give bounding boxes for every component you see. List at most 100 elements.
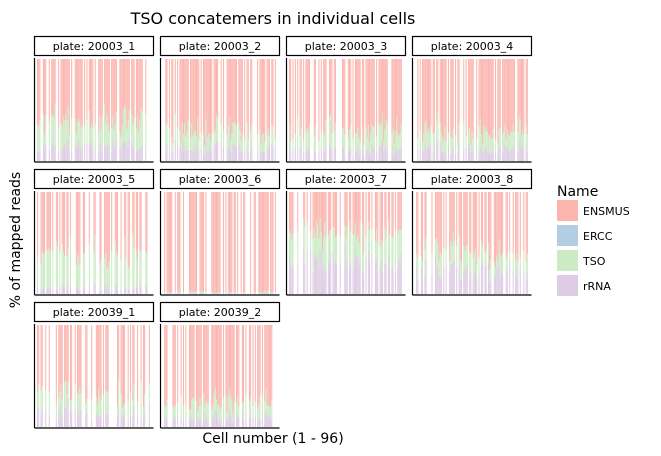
bar-segment-ensmus [69,192,71,237]
bar-segment-tso [251,124,253,149]
bar-segment-ensmus [206,59,208,138]
bar-segment-tso [469,251,471,280]
bar-segment-rrna [238,416,240,427]
bar-segment-tso [357,127,359,146]
bar-segment-ensmus [111,192,113,252]
bar-segment-ensmus [142,325,144,407]
bar-segment-ensmus [84,59,86,125]
bar-segment-ensmus [194,59,196,130]
bar-segment-tso [497,261,499,270]
bar-segment-tso [132,233,134,290]
bar-segment-tso [398,136,400,149]
bar-segment-rrna [193,149,195,161]
bar-segment-tso [232,123,234,144]
bar-segment-tso [358,242,360,265]
bar-segment-ensmus [495,59,497,140]
bar-segment-tso [490,138,492,154]
bar-segment-ensmus [184,59,186,124]
bar-segment-ensmus [124,192,126,237]
bar-segment-tso [519,119,521,138]
bar-segment-rrna [356,256,358,294]
bar-segment-tso [499,127,501,148]
bar-segment-rrna [525,279,527,294]
bar-segment-rrna [237,414,239,427]
bar-segment-tso [365,236,367,258]
bar-segment-ensmus [105,192,107,253]
bar-segment-ensmus [378,59,380,124]
bar-segment-tso [171,137,173,153]
bar-segment-rrna [504,144,506,161]
bar-segment-ensmus [213,59,215,133]
bar-segment-tso [231,292,233,294]
bar-segment-tso [77,121,79,147]
bar-segment-ensmus [379,59,381,126]
bar-segment-ensmus [204,325,206,407]
bar-segment-rrna [212,293,214,294]
bar-segment-ensmus [325,192,327,237]
bar-segment-ensmus [472,59,474,139]
bar-segment-ensmus [484,192,486,252]
bar-segment-tso [52,115,54,138]
bar-segment-rrna [465,147,467,161]
bar-segment-tso [443,140,445,153]
bar-segment-ensmus [475,192,477,249]
bar-segment-rrna [356,150,358,161]
bar-segment-rrna [140,146,142,161]
bar-segment-tso [319,218,321,250]
bar-segment-ensmus [40,325,42,391]
bar-segment-ensmus [208,59,210,134]
bar-segment-ensmus [511,59,513,133]
bar-segment-ensmus [99,59,101,116]
bar-segment-rrna [437,139,439,161]
bar-segment-tso [238,122,240,144]
bar-segment-rrna [490,280,492,294]
bar-segment-rrna [233,414,235,427]
bar-segment-ensmus [243,325,245,403]
bar-segment-ensmus [440,192,442,255]
bar-segment-rrna [58,417,60,427]
bar-segment-ensmus [374,192,376,242]
bar-segment-tso [480,240,482,267]
bar-segment-rrna [94,284,96,294]
bar-segment-tso [215,399,217,413]
bar-segment-ensmus [526,59,528,135]
bar-segment-rrna [79,290,81,294]
bar-segment-ensmus [497,59,499,144]
bar-segment-tso [378,123,380,146]
bar-segment-ensmus [115,59,117,113]
bar-segment-rrna [391,266,393,294]
bar-segment-tso [199,290,201,293]
bar-segment-ensmus [237,192,239,292]
bar-segment-tso [325,236,327,271]
bar-segment-tso [89,128,91,145]
bar-segment-ensmus [504,59,506,125]
bar-segment-rrna [174,292,176,294]
bar-segment-rrna [470,272,472,294]
bar-segment-tso [230,291,232,294]
bar-segment-rrna [115,137,117,161]
bar-segment-rrna [496,264,498,294]
bar-segment-rrna [519,267,521,294]
bar-segment-tso [271,399,273,417]
bar-segment-rrna [203,410,205,427]
bar-segment-ensmus [453,192,455,242]
bar-segment-ensmus [215,192,217,293]
bar-segment-tso [166,291,168,293]
bar-segment-ensmus [66,59,68,121]
bar-segment-tso [485,127,487,147]
bar-segment-rrna [398,258,400,294]
bar-segment-tso [226,135,228,148]
bar-segment-rrna [271,144,273,161]
bar-segment-tso [124,236,126,289]
bar-segment-rrna [319,249,321,294]
bar-segment-rrna [37,286,39,294]
bar-segment-tso [213,132,215,145]
bar-segment-tso [394,229,396,274]
bar-segment-tso [333,131,335,149]
bar-segment-ensmus [89,59,91,129]
bar-segment-rrna [59,287,61,294]
bar-segment-tso [476,264,478,281]
bar-segment-tso [194,129,196,143]
bar-segment-ensmus [111,59,113,128]
bar-segment-rrna [234,293,236,294]
